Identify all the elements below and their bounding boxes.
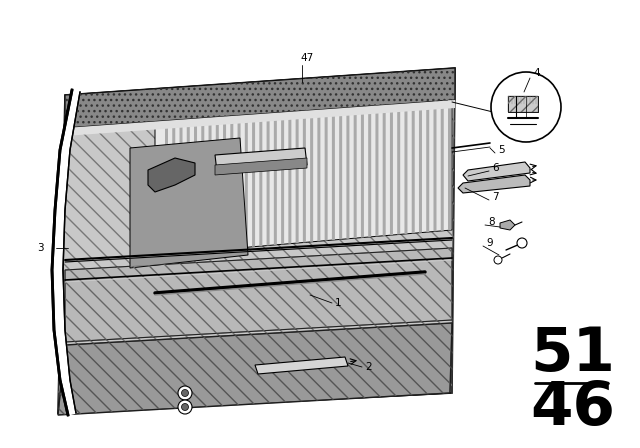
Polygon shape [187, 125, 190, 252]
Polygon shape [148, 158, 195, 192]
Polygon shape [433, 101, 436, 232]
Polygon shape [209, 123, 212, 250]
Polygon shape [65, 248, 452, 342]
Polygon shape [58, 68, 455, 413]
Polygon shape [281, 116, 284, 245]
Polygon shape [397, 105, 400, 235]
Text: 47: 47 [300, 53, 313, 63]
Polygon shape [458, 175, 530, 193]
Polygon shape [202, 123, 204, 251]
Polygon shape [354, 109, 356, 238]
Polygon shape [155, 100, 452, 255]
Text: 3: 3 [37, 243, 44, 253]
Polygon shape [65, 100, 455, 136]
Polygon shape [216, 122, 219, 250]
Text: 46: 46 [531, 379, 616, 438]
Polygon shape [179, 125, 182, 253]
Polygon shape [296, 114, 299, 243]
Polygon shape [412, 103, 415, 233]
Circle shape [494, 256, 502, 264]
Polygon shape [303, 114, 306, 242]
Text: 1: 1 [335, 298, 342, 308]
Polygon shape [448, 100, 451, 230]
Polygon shape [165, 127, 168, 254]
Polygon shape [441, 101, 444, 231]
Polygon shape [58, 323, 452, 415]
Polygon shape [376, 107, 378, 237]
Polygon shape [255, 357, 348, 374]
Polygon shape [500, 220, 515, 230]
Polygon shape [289, 115, 291, 244]
Polygon shape [463, 162, 530, 181]
Polygon shape [267, 117, 269, 246]
Circle shape [178, 386, 192, 400]
Text: 5: 5 [498, 145, 504, 155]
Circle shape [178, 400, 192, 414]
Polygon shape [419, 103, 422, 233]
Circle shape [182, 404, 189, 410]
Polygon shape [426, 102, 429, 232]
Polygon shape [194, 124, 197, 252]
Circle shape [182, 389, 189, 396]
Circle shape [517, 238, 527, 248]
Polygon shape [245, 119, 248, 247]
Polygon shape [237, 120, 241, 248]
Polygon shape [361, 108, 364, 238]
Polygon shape [215, 158, 307, 175]
Polygon shape [508, 96, 538, 112]
Polygon shape [215, 148, 307, 172]
Circle shape [491, 72, 561, 142]
Text: 4: 4 [533, 68, 540, 78]
Polygon shape [317, 112, 321, 241]
Polygon shape [52, 90, 80, 415]
Text: 2: 2 [365, 362, 372, 372]
Polygon shape [230, 121, 234, 249]
Polygon shape [252, 119, 255, 247]
Polygon shape [346, 110, 349, 239]
Polygon shape [324, 112, 328, 241]
Polygon shape [332, 111, 335, 240]
Polygon shape [390, 106, 393, 235]
Polygon shape [259, 118, 262, 246]
Polygon shape [274, 116, 277, 245]
Polygon shape [404, 104, 408, 234]
Polygon shape [130, 138, 248, 268]
Polygon shape [339, 110, 342, 240]
Polygon shape [65, 68, 455, 128]
Polygon shape [383, 106, 386, 236]
Text: 8: 8 [488, 217, 495, 227]
Polygon shape [172, 126, 175, 254]
Polygon shape [223, 121, 226, 249]
Text: 7: 7 [492, 192, 499, 202]
Polygon shape [368, 108, 371, 237]
Text: 51: 51 [531, 326, 616, 384]
Polygon shape [310, 113, 313, 242]
Text: 9: 9 [486, 238, 493, 248]
Text: 6: 6 [492, 163, 499, 173]
